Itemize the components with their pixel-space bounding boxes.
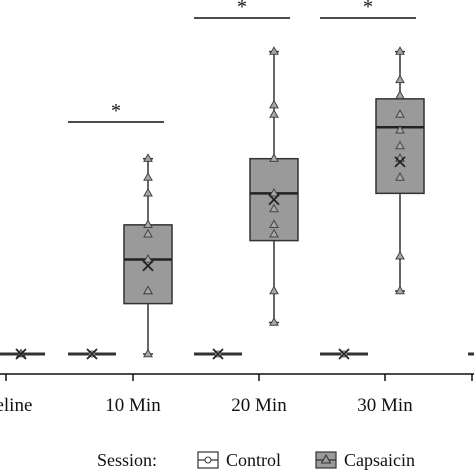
legend-control-label: Control <box>226 450 281 470</box>
data-point <box>269 203 279 213</box>
x-tick-label: 10 Min <box>105 395 161 416</box>
mean-marker <box>338 348 350 360</box>
data-point <box>269 109 279 118</box>
data-point <box>143 228 153 238</box>
x-tick-label: 30 Min <box>357 395 413 416</box>
significance-label: * <box>363 0 373 18</box>
data-point <box>269 46 279 55</box>
data-point <box>269 228 279 238</box>
x-tick-label: 20 Min <box>231 395 287 416</box>
data-point <box>395 172 405 181</box>
data-point <box>143 348 153 358</box>
legend-title: Session: <box>97 450 157 470</box>
mean-marker <box>268 194 280 206</box>
data-point <box>269 219 279 229</box>
mean-marker <box>15 348 27 360</box>
data-point <box>143 187 153 197</box>
x-axis-ticks: aseline 10 Min 20 Min 30 Min <box>0 374 473 416</box>
legend-control-symbol <box>197 451 219 469</box>
data-point <box>143 253 153 263</box>
mean-marker <box>394 156 406 168</box>
box-capsaicin-3 <box>375 46 425 295</box>
mean-marker <box>142 260 154 272</box>
mean-marker <box>86 348 98 360</box>
data-point <box>143 153 153 162</box>
data-point <box>143 172 153 181</box>
data-point <box>395 109 405 118</box>
box-capsaicin-0 <box>0 348 45 360</box>
box-capsaicin-2 <box>249 46 299 326</box>
data-point <box>143 285 153 295</box>
data-point <box>395 124 405 134</box>
box-control-2 <box>194 348 242 360</box>
significance-label: * <box>237 0 247 18</box>
data-point <box>395 250 405 260</box>
data-point <box>269 316 279 326</box>
box-capsaicin-1 <box>123 153 173 358</box>
data-point <box>395 140 405 150</box>
box-control-3 <box>320 348 368 360</box>
significance-label: * <box>111 100 121 122</box>
x-tick-label: aseline <box>0 395 32 416</box>
data-point <box>269 99 279 109</box>
data-point <box>395 90 405 99</box>
legend-capsaicin-symbol <box>315 451 337 469</box>
data-point <box>269 285 279 295</box>
legend-capsaicin-label: Capsaicin <box>344 450 415 470</box>
data-point <box>395 285 405 295</box>
data-point <box>269 153 279 162</box>
data-point <box>395 46 405 55</box>
data-point <box>143 219 153 229</box>
data-point <box>395 74 405 84</box>
mean-marker <box>212 348 224 360</box>
box-control-1 <box>68 348 116 360</box>
legend: Session: Control Capsaicin <box>97 450 415 470</box>
data-point <box>269 187 279 197</box>
plot-area: * * * <box>0 0 474 360</box>
